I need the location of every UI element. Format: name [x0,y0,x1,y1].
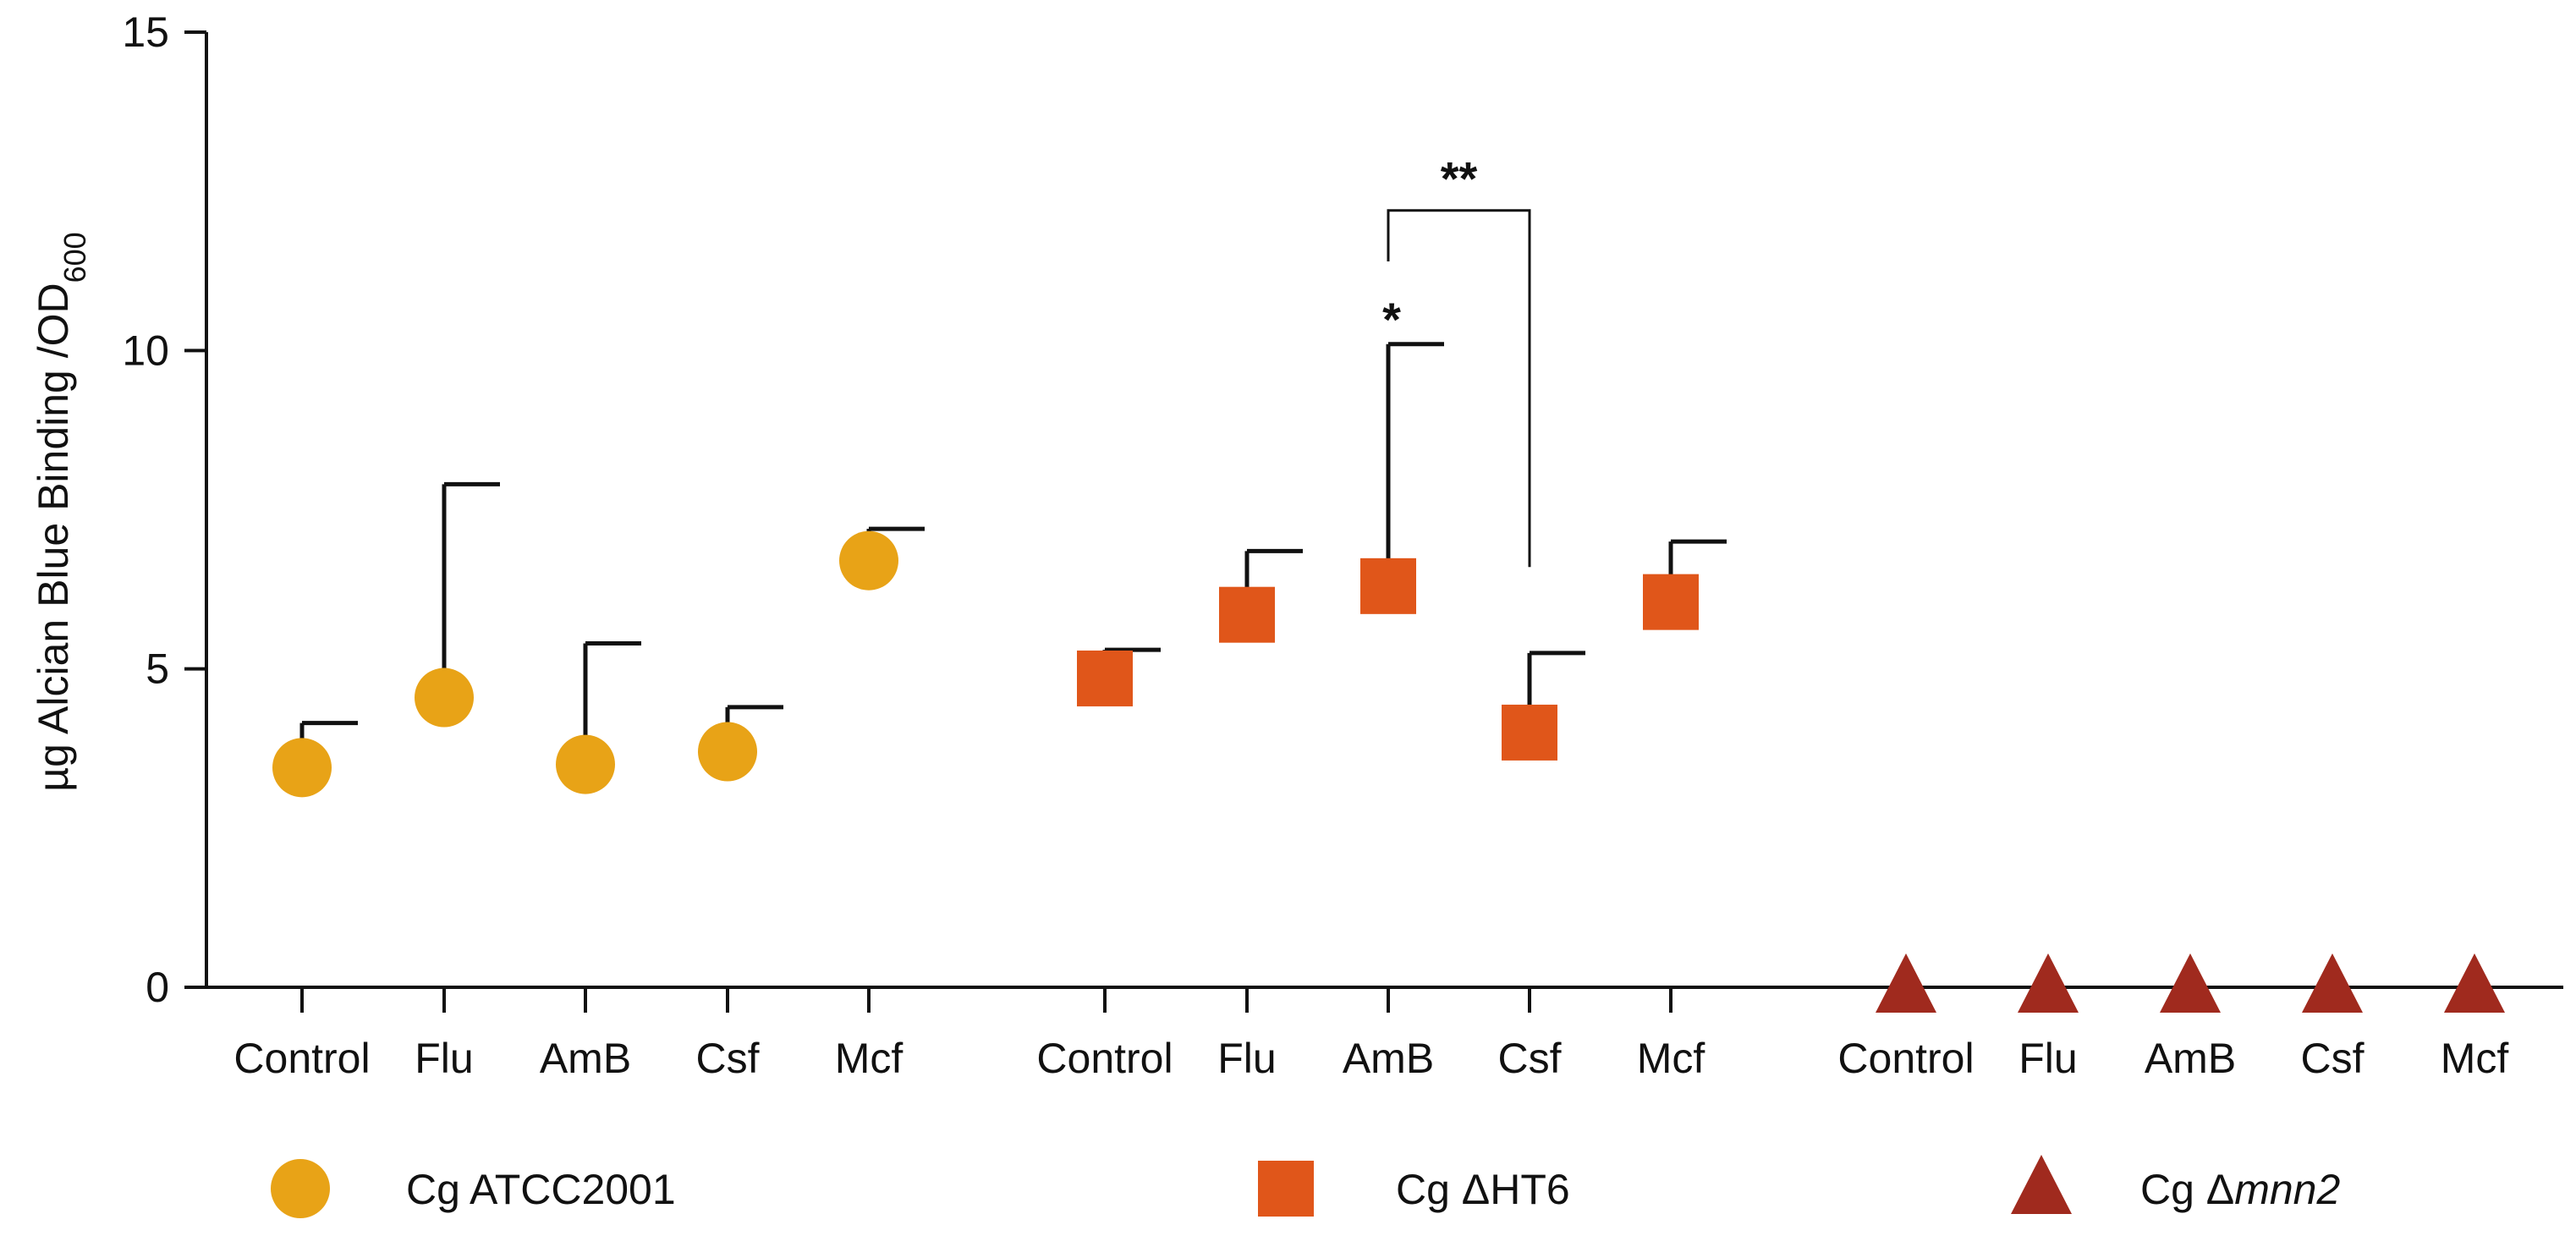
data-point-square [1219,586,1275,643]
significance-label: * [1382,293,1401,346]
data-point-circle [272,738,332,798]
x-tick-label: Mcf [2441,1035,2509,1082]
x-tick-label: Csf [696,1035,760,1082]
x-tick-label: Flu [415,1035,473,1082]
data-point-triangle [2444,953,2505,1013]
x-tick-label: Flu [2019,1035,2077,1082]
y-tick-label: 0 [146,964,169,1011]
x-tick-label: Control [233,1035,370,1082]
x-tick-label: Control [1036,1035,1173,1082]
data-point-square [1643,574,1699,630]
x-tick-label: Flu [1217,1035,1276,1082]
data-point-circle [698,722,757,782]
data-point-square [1502,704,1557,761]
x-axis: Control Flu AmB Csf Mcf Control Flu AmB Csf Mcf Co… [184,986,2563,1082]
y-axis-label: µg Alcian Blue Binding /OD600 [30,232,92,791]
legend: Cg ATCC2001 Cg ΔHT6 Cg Δmnn2 [271,1155,2340,1218]
x-tick-label: Csf [2301,1035,2365,1082]
legend-label: Cg ATCC2001 [406,1166,676,1213]
data-point-triangle [2160,953,2221,1013]
legend-label: Cg ΔHT6 [1396,1166,1570,1213]
data-point-square [1077,650,1133,706]
y-tick-label: 10 [122,327,169,374]
data-point-circle [839,530,898,591]
data-point-triangle [2302,953,2363,1013]
x-tick-label: AmB [540,1035,631,1082]
x-tick-label: Csf [1498,1035,1562,1082]
legend-marker-circle [271,1159,330,1218]
data-point-circle [415,667,474,728]
data-point-circle [556,734,615,794]
data-point-square [1360,558,1416,614]
y-tick-label: 15 [122,8,169,56]
y-axis: 0 5 10 15 [122,8,208,1011]
y-axis-label-subscript: 600 [58,232,92,283]
x-tick-label: Control [1837,1035,1974,1082]
significance-bracket [1387,209,1531,568]
legend-marker-triangle [2011,1155,2072,1214]
x-tick-label: AmB [2145,1035,2236,1082]
y-tick-label: 5 [146,645,169,693]
significance-label: ** [1441,152,1478,206]
legend-marker-square [1258,1161,1314,1217]
x-tick-label: Mcf [835,1035,904,1082]
data-point-triangle [1876,953,1936,1013]
data-point-triangle [2018,953,2079,1013]
x-tick-label: AmB [1343,1035,1434,1082]
x-tick-label: Mcf [1637,1035,1705,1082]
legend-label: Cg Δmnn2 [2140,1166,2340,1213]
